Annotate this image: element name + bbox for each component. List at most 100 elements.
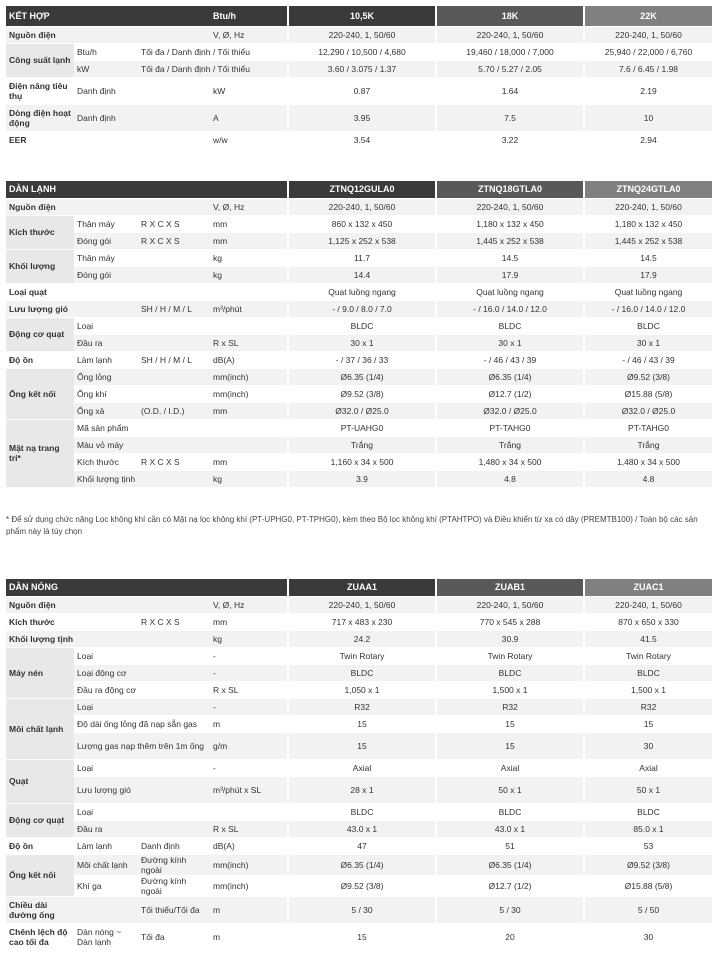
label-cell: Ống khí [74,385,210,403]
value-cell: 1.64 [435,77,584,105]
label-cell: V, Ø, Hz [210,198,288,216]
value-cell: 53 [583,837,712,855]
value-cell: BLDC [435,664,584,682]
table-row: Ống khí mm(inch) Ø9.52 (3/8) Ø12.7 (1/2) Ø15… [6,385,712,403]
label-cell: Dòng điện hoạt động [6,104,74,132]
value-cell: Ø12.7 (1/2) [435,875,584,897]
value-cell: Ø9.52 (3/8) [583,854,712,876]
value-cell: BLDC [435,317,584,335]
value-cell: 220-240, 1, 50/60 [287,26,436,44]
label-cell: Máy nén [6,647,74,699]
value-cell: 12,290 / 10,500 / 4,680 [287,43,436,61]
label-cell: Mã sản phẩm [74,419,288,437]
value-cell: R32 [583,698,712,716]
table-header-row: KẾT HỢP Btu/h 10,5K 18K 22K [6,6,712,27]
table-row: Công suất lạnh Btu/h Tối đa / Danh định / … [6,43,712,78]
value-cell: 28 x 1 [287,776,436,804]
value-cell: Twin Rotary [435,647,584,665]
label-cell [74,896,138,924]
value-cell: 860 x 132 x 450 [287,215,436,233]
value-cell: 1,445 x 252 x 538 [435,232,584,250]
label-cell: Độ dài ống lỏng đã nạp sẵn gas [74,715,210,733]
table-row: Đầu ra R x SL 30 x 1 30 x 1 30 x 1 [6,334,712,352]
value-cell: Ø6.35 (1/4) [435,854,584,876]
value-cell: 220-240, 1, 50/60 [435,198,584,216]
label-cell: Đóng gói [74,232,138,250]
table-row: Đầu ra động cơ R x SL 1,050 x 1 1,500 x 1 1,… [6,681,712,699]
label-cell: Khối lượng tịnh [74,470,210,488]
label-cell: R X C X S [138,453,210,471]
label-cell: mm [210,453,288,471]
footnote: * Để sử dụng chức năng Lọc không khí cần… [6,515,698,536]
table-row: Môi chất lạnh Loại - R32 R32 R32 [6,698,712,760]
value-cell: Quạt luồng ngang [583,283,712,301]
value-cell: Ø6.35 (1/4) [435,368,584,386]
label-cell: Loại [74,759,210,777]
label-cell: Chênh lệch độ cao tối đa [6,923,74,951]
value-cell: 1,050 x 1 [287,681,436,699]
value-cell: 3.54 [287,131,436,149]
value-cell: 220-240, 1, 50/60 [583,596,712,614]
section-title: KẾT HỢP [6,6,210,27]
value-cell: Trắng [583,436,712,454]
value-cell: 4.8 [583,470,712,488]
label-cell: kg [210,630,288,648]
label-cell: Mặt nạ trang trí* [6,419,74,488]
value-cell: Ø15.88 (5/8) [583,875,712,897]
label-cell: Nguồn điện [6,596,210,614]
value-cell: 1,500 x 1 [435,681,584,699]
value-cell: 220-240, 1, 50/60 [435,26,584,44]
label-cell: mm [210,613,288,631]
label-cell: kW [210,77,288,105]
value-cell: 43.0 x 1 [435,820,584,838]
value-cell: R32 [435,698,584,716]
label-cell: R X C X S [138,232,210,250]
label-cell: Ống kết nối [6,854,74,897]
value-cell: 0.87 [287,77,436,105]
value-cell: 11.7 [287,249,436,267]
table-row: Nguồn điện V, Ø, Hz 220-240, 1, 50/60 220-2… [6,596,712,614]
table-row: EER w/w 3.54 3.22 2.94 [6,131,712,149]
label-cell: Ống xả [74,402,138,420]
label-cell: (O.D. / I.D.) [138,402,210,420]
label-cell: Dàn nóng ~ Dàn lạnh [74,923,138,951]
value-cell: Quạt luồng ngang [435,283,584,301]
label-cell: R x SL [210,820,288,838]
table-row: kW Tối đa / Danh định / Tối thiểu 3.60 / 3… [6,60,712,78]
value-cell: PT-TAHG0 [583,419,712,437]
table-row: Khối lượng Thân máy kg 11.7 14.5 14.5 [6,249,712,284]
value-cell: 30 [583,732,712,760]
table-row: Mặt nạ trang trí* Mã sản phẩm PT-UAHG0 PT-T… [6,419,712,488]
value-cell: Ø6.35 (1/4) [287,854,436,876]
value-cell: 20 [435,923,584,951]
value-cell: 15 [583,715,712,733]
table-row: Khối lượng tịnh kg 3.9 4.8 4.8 [6,470,712,488]
label-cell: Lưu lượng gió [6,300,138,318]
value-cell: 47 [287,837,436,855]
value-cell: Ø32.0 / Ø25.0 [583,402,712,420]
value-cell: 3.22 [435,131,584,149]
value-cell: 2.19 [583,77,712,105]
value-cell: ZUAA1 [287,579,436,597]
value-cell: 220-240, 1, 50/60 [287,198,436,216]
label-cell: mm(inch) [210,854,288,876]
value-cell: 1,445 x 252 x 538 [583,232,712,250]
label-cell: SH / H / M / L [138,300,210,318]
label-cell: Kích thước [74,453,138,471]
outdoor-unit-spec-table: DÀN NÓNG ZUAA1 ZUAB1 ZUAC1 Nguồn điện V, Ø, H… [6,579,712,951]
value-cell: 30 [583,923,712,951]
label-cell: A [210,104,288,132]
table-row: Chiều dài đường ống Tối thiểu/Tối đa m 5 / … [6,896,712,924]
table-row: Ống kết nối Môi chất lạnh Đường kính ngoài… [6,854,712,897]
value-cell: BLDC [287,664,436,682]
label-cell: Đường kính ngoài [138,854,210,876]
label-cell: m [210,896,288,924]
label-cell: Thân máy [74,249,210,267]
value-cell: 15 [287,715,436,733]
value-cell: 30 x 1 [287,334,436,352]
indoor-unit-spec-table: DÀN LẠNH ZTNQ12GULA0 ZTNQ18GTLA0 ZTNQ24GTLA… [6,181,712,488]
label-cell: dB(A) [210,351,288,369]
label-cell: Công suất lạnh [6,43,74,78]
